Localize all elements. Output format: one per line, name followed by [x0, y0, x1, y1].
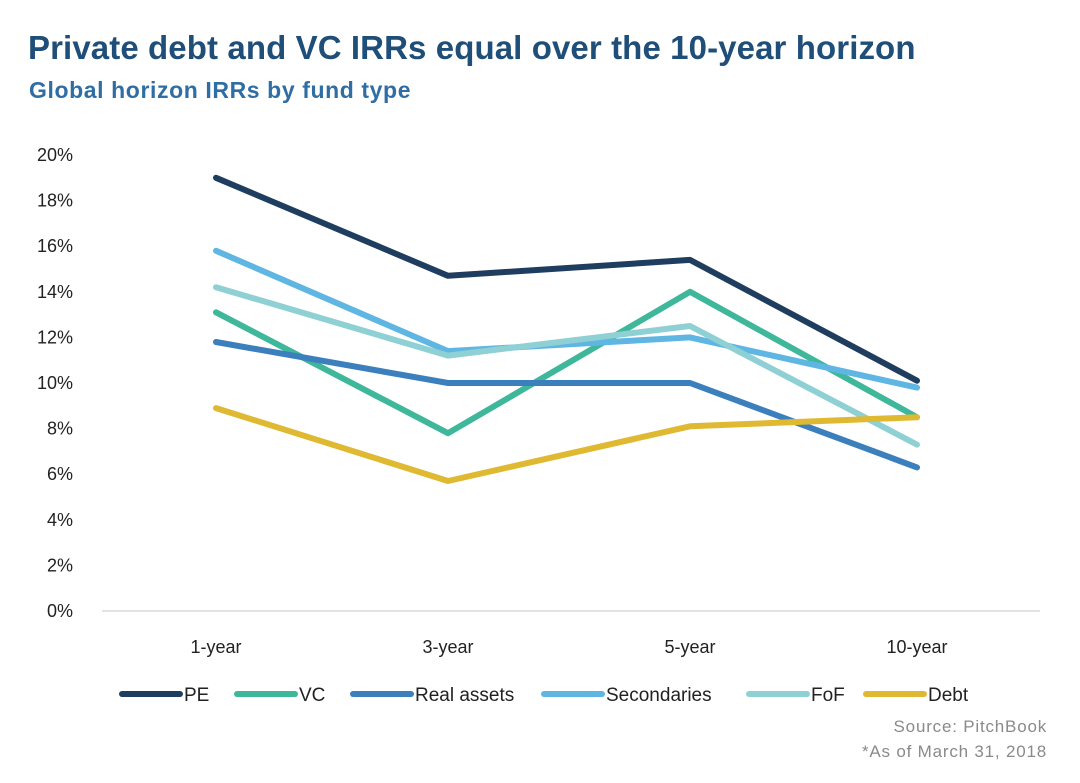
y-tick-label: 10% — [37, 373, 73, 393]
y-tick-label: 12% — [37, 327, 73, 347]
legend-item-fof: FoF — [746, 685, 845, 706]
y-tick-label: 6% — [47, 464, 73, 484]
legend-item-secondaries: Secondaries — [541, 685, 712, 706]
legend-label: Debt — [928, 685, 969, 706]
x-tick-label: 3-year — [422, 637, 473, 657]
y-tick-label: 8% — [47, 419, 73, 439]
series-line-vc — [213, 288, 920, 437]
legend-item-vc: VC — [234, 685, 325, 706]
as-of-note: *As of March 31, 2018 — [861, 742, 1047, 761]
series-lines — [213, 174, 920, 484]
y-axis-tick-labels: 0% 2% 4% 6% 8% 10% 12% 14% 16% 18% 20% — [37, 145, 73, 621]
y-tick-label: 14% — [37, 282, 73, 302]
x-tick-label: 5-year — [664, 637, 715, 657]
legend-label: Real assets — [415, 685, 514, 706]
legend-item-real-assets: Real assets — [350, 685, 514, 706]
y-tick-label: 0% — [47, 601, 73, 621]
x-tick-label: 1-year — [190, 637, 241, 657]
y-tick-label: 16% — [37, 236, 73, 256]
chart-title: Private debt and VC IRRs equal over the … — [28, 29, 916, 66]
y-tick-label: 4% — [47, 510, 73, 530]
series-line-secondaries — [213, 247, 920, 391]
legend-label: Secondaries — [606, 685, 712, 706]
legend-item-pe: PE — [119, 685, 209, 706]
chart-subtitle: Global horizon IRRs by fund type — [29, 77, 412, 103]
x-axis-tick-labels: 1-year 3-year 5-year 10-year — [190, 637, 947, 657]
series-line-real-assets — [213, 339, 920, 471]
legend: PE VC Real assets Secondaries FoF Debt — [119, 685, 969, 706]
y-tick-label: 2% — [47, 555, 73, 575]
legend-item-debt: Debt — [863, 685, 969, 706]
y-tick-label: 20% — [37, 145, 73, 165]
legend-label: PE — [184, 685, 209, 706]
x-tick-label: 10-year — [886, 637, 947, 657]
legend-label: VC — [299, 685, 325, 706]
series-line-fof — [213, 284, 920, 448]
series-line-debt — [213, 405, 920, 484]
y-tick-label: 18% — [37, 191, 73, 211]
source-note: Source: PitchBook — [893, 717, 1047, 736]
series-line-pe — [213, 174, 920, 384]
legend-label: FoF — [811, 685, 845, 706]
